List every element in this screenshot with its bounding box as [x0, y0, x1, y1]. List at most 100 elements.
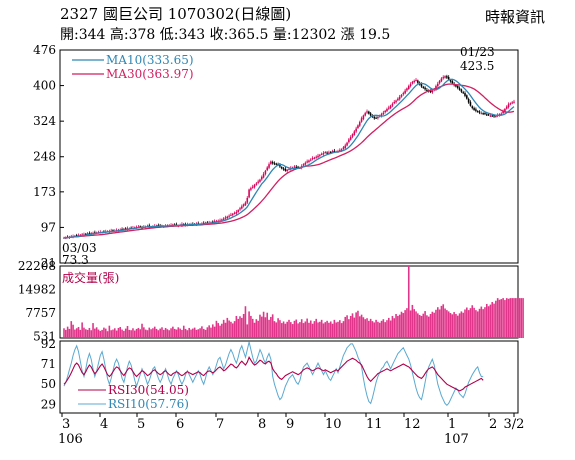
ma10-line — [64, 78, 515, 239]
month-label: 4 — [100, 417, 108, 432]
volume-bar — [72, 324, 74, 338]
candle-body — [241, 206, 243, 209]
price-tick-label: 324 — [33, 114, 56, 128]
volume-bar — [411, 304, 414, 338]
volume-bar — [101, 329, 103, 338]
price-tick-label: 21 — [41, 256, 56, 270]
candle-body — [368, 111, 370, 114]
candle-body — [266, 167, 269, 171]
candle-body — [346, 142, 348, 146]
volume-bar — [153, 326, 156, 338]
volume-bar — [259, 314, 261, 338]
year-label: 106 — [58, 432, 83, 447]
volume-bar — [358, 316, 361, 338]
month-label: 6 — [176, 417, 184, 432]
volume-bar — [435, 309, 437, 338]
volume-bar — [418, 314, 421, 338]
rsi-tick-label: 29 — [41, 397, 56, 411]
candle-body — [308, 160, 310, 162]
price-tick-label: 400 — [33, 79, 56, 93]
volume-bar — [319, 321, 321, 338]
year-label: 107 — [444, 432, 469, 447]
volume-bar — [291, 324, 294, 338]
month-label: 7 — [216, 417, 224, 432]
candle-body — [460, 89, 463, 92]
candle-body — [251, 186, 254, 188]
volume-bar — [239, 316, 241, 338]
month-label: 10 — [325, 417, 342, 432]
rsi-frame — [59, 340, 519, 414]
volume-bar — [268, 319, 270, 338]
candle-body — [86, 233, 89, 235]
volume-bar — [339, 320, 341, 338]
volume-bar — [144, 329, 147, 338]
ma30-line — [64, 83, 515, 239]
volume-bar — [375, 319, 377, 338]
volume-bar — [219, 325, 221, 338]
candle-body — [282, 168, 285, 170]
volume-bar — [248, 311, 250, 338]
volume-bar — [495, 300, 497, 338]
candle-body — [475, 109, 477, 111]
candle-body — [417, 80, 419, 83]
volume-bar — [260, 316, 263, 338]
volume-bar — [455, 314, 457, 338]
volume-bar — [344, 316, 347, 338]
volume-bar — [299, 322, 301, 338]
volume-bar — [371, 321, 374, 338]
volume-bar — [440, 305, 443, 338]
volume-bar — [132, 328, 134, 338]
candle-body — [239, 208, 241, 210]
candle-body — [311, 158, 314, 160]
price-tick-label: 476 — [33, 43, 56, 57]
volume-bar — [522, 298, 524, 338]
volume-bar — [507, 298, 510, 338]
volume-bar — [290, 322, 292, 338]
candle-body — [406, 88, 408, 91]
volume-bar — [284, 323, 287, 338]
volume-bar — [86, 329, 89, 338]
rsi10-line — [63, 341, 484, 407]
volume-bar — [130, 330, 132, 338]
candle-body — [306, 161, 308, 163]
candle-body — [489, 115, 492, 117]
volume-bar — [114, 328, 116, 338]
month-label: 5 — [137, 417, 145, 432]
candle-body — [358, 122, 361, 126]
rsi-tick-label: 92 — [41, 337, 56, 351]
volume-bar — [182, 325, 185, 338]
volume-bar — [458, 313, 461, 338]
price-panel: 476 400 324 248 173 97 21 MA10(333.65)MA30(363.… — [33, 43, 515, 270]
volume-bar — [270, 316, 272, 338]
volume-bar — [485, 303, 488, 338]
volume-bar — [520, 298, 523, 338]
quote-summary: 開:344 高:378 低:343 收:365.5 量:12302 漲 19.5 — [60, 27, 391, 43]
volume-bar — [199, 328, 201, 338]
candle-body — [382, 112, 385, 115]
volume-bar — [224, 322, 227, 338]
volume-bar — [90, 330, 93, 338]
candle-body — [431, 90, 434, 93]
volume-bar — [253, 322, 256, 338]
ma10-legend-label: MA10(333.65) — [106, 53, 194, 67]
volume-bar — [177, 327, 180, 338]
volume-bar — [181, 329, 183, 338]
volume-bar — [404, 310, 406, 338]
volume-bar — [335, 322, 337, 338]
candle-body — [507, 104, 510, 108]
candle-body — [288, 168, 290, 170]
volume-bar — [81, 322, 83, 338]
candle-body — [456, 85, 459, 88]
candle-body — [275, 163, 278, 165]
candle-body — [389, 105, 392, 109]
candle-body — [75, 235, 78, 237]
volume-bar — [204, 329, 207, 338]
candle-body — [262, 174, 265, 178]
volume-bar — [150, 329, 152, 338]
candle-body — [377, 116, 379, 119]
month-label: 1 — [448, 417, 456, 432]
volume-bar — [429, 314, 432, 338]
volume-bar — [349, 315, 352, 338]
candle-body — [342, 147, 345, 149]
candle-body — [415, 79, 417, 81]
